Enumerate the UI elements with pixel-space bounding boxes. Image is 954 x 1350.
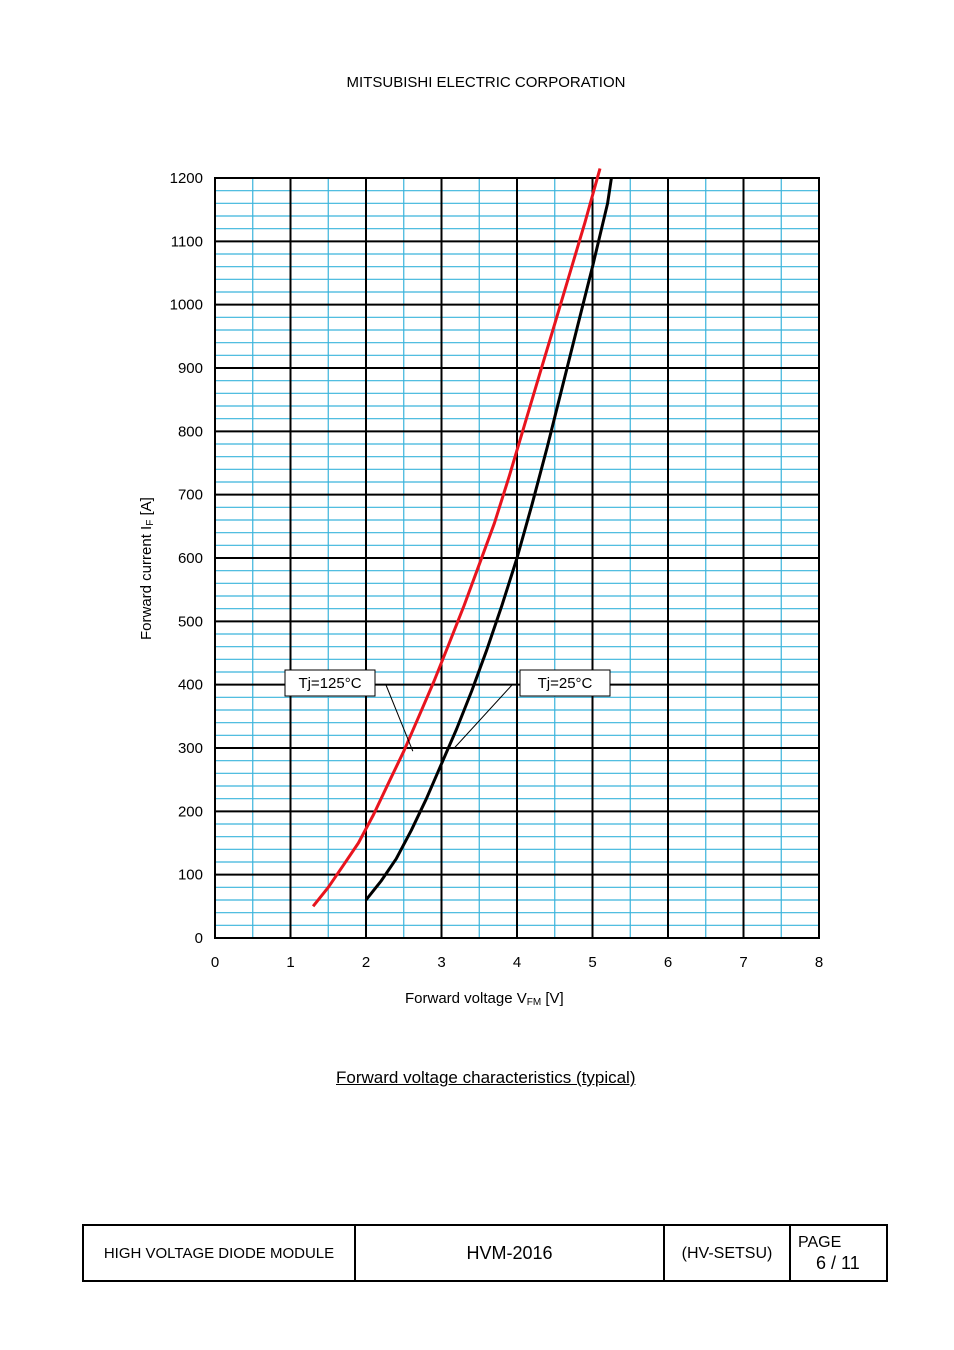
footer-model: HVM-2016 xyxy=(466,1243,553,1263)
label-tj-125c-box xyxy=(284,669,376,697)
curve-tj-125c xyxy=(311,168,602,908)
x-tick-label: 8 xyxy=(815,954,823,971)
footer-table: HIGH VOLTAGE DIODE MODULE HVM-2016 (HV-S… xyxy=(82,1224,888,1282)
y-tick-label: 900 xyxy=(178,360,203,377)
y-tick-label: 1200 xyxy=(170,170,203,187)
footer-page-label: PAGE xyxy=(798,1234,842,1251)
footer-code-cell: (HV-SETSU) xyxy=(665,1226,791,1280)
footer-product: HIGH VOLTAGE DIODE MODULE xyxy=(103,1245,335,1262)
x-tick-label: 2 xyxy=(362,954,370,971)
y-tick-label: 200 xyxy=(178,803,203,820)
footer-product-cell: HIGH VOLTAGE DIODE MODULE xyxy=(84,1226,356,1280)
y-tick-label: 600 xyxy=(178,550,203,567)
x-tick-label: 6 xyxy=(664,954,672,971)
x-tick-label: 0 xyxy=(211,954,219,971)
x-tick-label: 7 xyxy=(739,954,747,971)
y-tick-label: 1000 xyxy=(170,297,203,314)
chart-caption: Forward voltage characteristics (typical… xyxy=(336,1068,636,1087)
company-name: MITSUBISHI ELECTRIC CORPORATION xyxy=(346,74,626,91)
x-tick-label: 5 xyxy=(588,954,596,971)
y-tick-label: 300 xyxy=(178,740,203,757)
footer-model-cell: HVM-2016 xyxy=(356,1226,665,1280)
curve-tj-25c xyxy=(364,177,613,901)
y-tick-label: 1100 xyxy=(171,233,203,250)
y-axis-label: Forward current IF [A] xyxy=(138,497,156,640)
y-tick-label: 800 xyxy=(178,423,203,440)
footer-page-value: 6 / 11 xyxy=(816,1253,860,1273)
y-tick-label: 0 xyxy=(195,930,203,947)
label-tj-125c-leader xyxy=(385,684,414,752)
forward-voltage-chart: 0 1 2 3 4 5 6 7 8 0 100 200 300 400 500 600 700 800 900 100… xyxy=(138,168,823,1008)
x-axis-label: Forward voltage VFM [V] xyxy=(405,990,564,1008)
label-tj-25c: Tj=25°C xyxy=(538,675,593,692)
footer-page-cell: PAGE 6 / 11 xyxy=(791,1226,886,1280)
label-tj-25c-leader xyxy=(453,684,513,749)
x-tick-label: 1 xyxy=(286,954,294,971)
y-tick-label: 500 xyxy=(178,613,203,630)
y-tick-label: 700 xyxy=(178,487,203,504)
plot-frame xyxy=(214,177,820,939)
label-tj-125c: Tj=125°C xyxy=(298,675,361,692)
label-tj-25c-box xyxy=(519,669,611,697)
y-tick-label: 400 xyxy=(178,677,203,694)
footer-code: (HV-SETSU) xyxy=(681,1245,773,1262)
y-tick-label: 100 xyxy=(178,867,203,884)
x-tick-label: 4 xyxy=(513,954,521,971)
x-tick-label: 3 xyxy=(437,954,445,971)
